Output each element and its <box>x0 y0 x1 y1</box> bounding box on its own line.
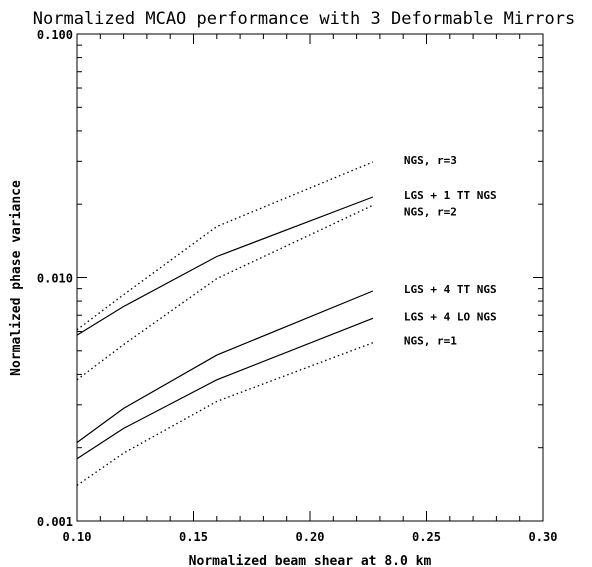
plot-frame <box>76 33 544 522</box>
series-label-4: LGS + 4 LO NGS <box>404 310 497 323</box>
chart-title: Normalized MCAO performance with 3 Defor… <box>33 9 575 29</box>
series-label-5: NGS, r=1 <box>404 335 457 348</box>
series-label-2: NGS, r=2 <box>404 205 457 218</box>
x-tick-label: 0.15 <box>179 530 208 544</box>
x-tick-label: 0.20 <box>296 530 325 544</box>
series-line-0 <box>76 161 374 331</box>
series-label-3: LGS + 4 TT NGS <box>404 283 497 296</box>
y-tick-label: 0.010 <box>37 272 73 286</box>
axis-ticks: 0.10 0.15 0.20 0.25 0.30 0.001 0.010 0.100 <box>37 28 558 544</box>
series-line-5 <box>76 342 374 486</box>
x-tick-label: 0.25 <box>412 530 441 544</box>
y-tick-label: 0.100 <box>37 28 73 42</box>
series-line-3 <box>76 290 374 443</box>
series-group <box>76 161 374 486</box>
series-line-1 <box>76 196 374 336</box>
series-line-4 <box>76 317 374 460</box>
series-labels: NGS, r=3 LGS + 1 TT NGS NGS, r=2 LGS + 4 TT… <box>404 154 497 348</box>
series-line-2 <box>76 204 374 381</box>
y-tick-label: 0.001 <box>37 515 73 529</box>
x-tick-label: 0.30 <box>529 530 558 544</box>
x-tick-label: 0.10 <box>63 530 92 544</box>
series-label-0: NGS, r=3 <box>404 154 457 167</box>
y-axis-label: Normalized phase variance <box>9 180 24 376</box>
x-axis-label: Normalized beam shear at 8.0 km <box>189 554 432 567</box>
series-label-1: LGS + 1 TT NGS <box>404 189 497 202</box>
